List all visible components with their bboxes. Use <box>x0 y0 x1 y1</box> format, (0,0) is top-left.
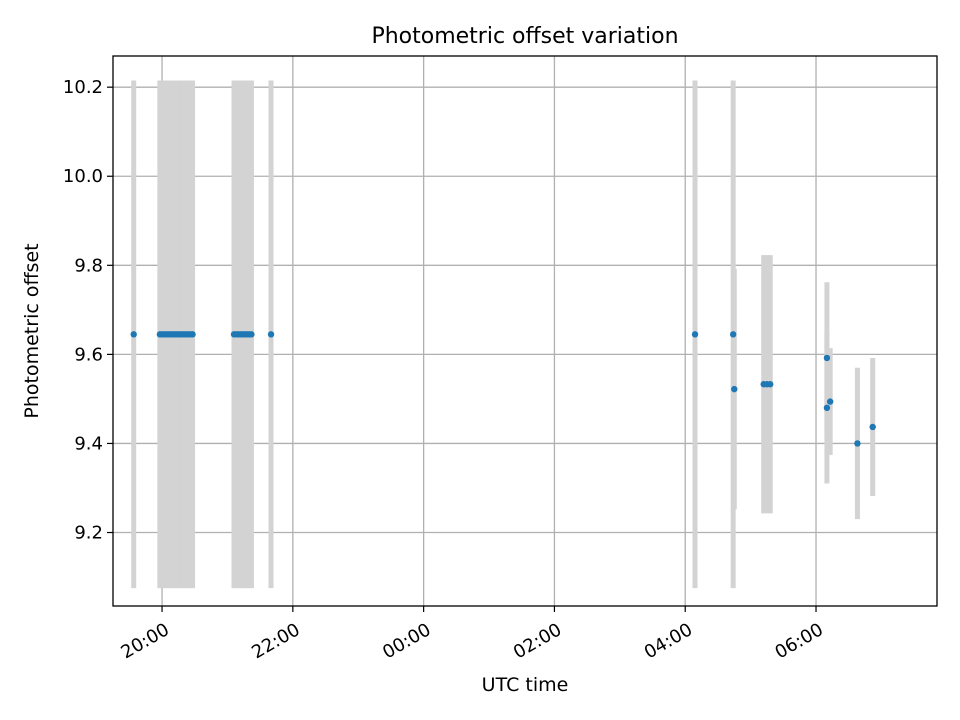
data-point <box>731 385 738 393</box>
data-point <box>869 423 876 431</box>
data-point <box>130 331 137 338</box>
y-tick-label: 9.2 <box>74 523 103 544</box>
y-axis-title: Photometric offset <box>21 243 43 418</box>
chart-title: Photometric offset variation <box>371 24 678 49</box>
plot-frame <box>112 55 938 607</box>
data-point <box>691 331 699 338</box>
y-axis: 9.2 9.4 9.6 9.8 10.0 10.2 <box>63 77 113 544</box>
data-point <box>248 331 255 338</box>
data-point <box>823 354 831 362</box>
data-point <box>767 381 774 388</box>
data-points <box>130 331 876 447</box>
y-tick-label: 9.8 <box>74 255 103 276</box>
data-point <box>854 440 861 447</box>
data-point <box>826 398 834 405</box>
y-tick-label: 9.6 <box>74 344 103 365</box>
data-point <box>823 404 831 412</box>
y-tick-label: 10.2 <box>63 77 103 98</box>
data-point <box>729 331 737 338</box>
data-point <box>189 331 196 338</box>
y-tick-label: 10.0 <box>63 166 103 187</box>
x-axis-title: UTC time <box>482 674 569 696</box>
data-point <box>267 331 275 338</box>
y-tick-label: 9.4 <box>74 433 103 454</box>
